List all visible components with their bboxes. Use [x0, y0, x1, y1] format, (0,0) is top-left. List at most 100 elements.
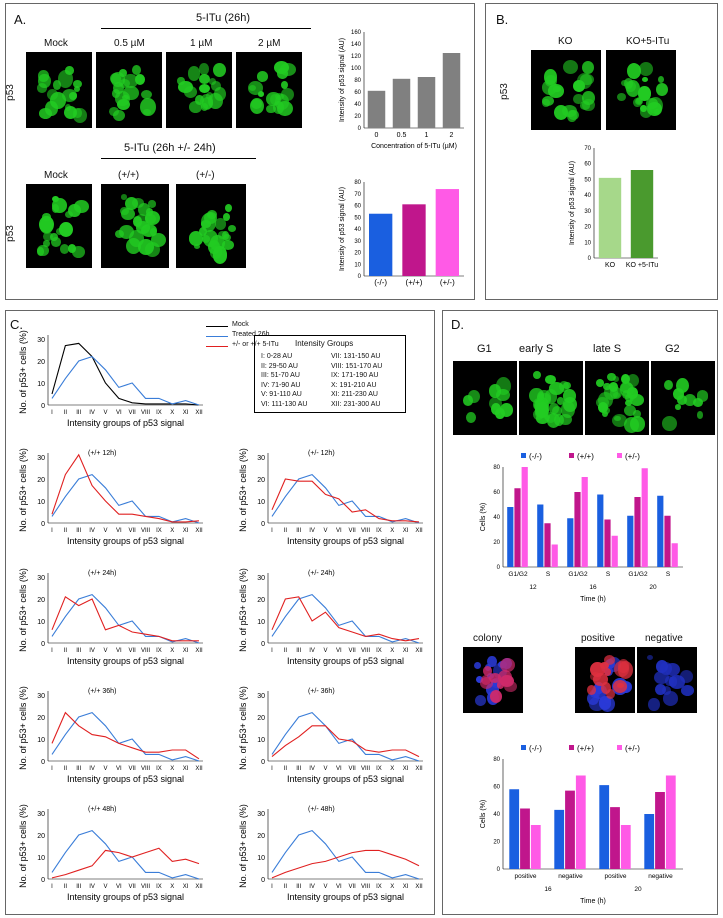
cell-nucleus: [657, 75, 664, 83]
x-tick-label: IX: [156, 766, 162, 772]
cell-nucleus: [557, 397, 565, 405]
y-tick-label: 30: [257, 575, 265, 582]
cell-nucleus: [681, 685, 695, 696]
chart-title: (+/+ 48h): [88, 806, 116, 813]
cell-nucleus: [184, 85, 198, 99]
bar: [611, 535, 618, 567]
x-tick-label: X: [390, 766, 394, 772]
x-tick-label: XII: [195, 648, 203, 654]
micrograph-late-s: [585, 361, 649, 435]
chart-d-top: (-/-) (+/+) (+/-) 0 20 40 60 80 G1/G2 S G1/G2 S G1/G…: [480, 452, 683, 603]
x-tick-label: VII: [129, 410, 137, 416]
micrograph-mock-bottom: [26, 184, 92, 268]
cell-nucleus: [582, 91, 595, 105]
y-axis-label: No. of p53+ cells (%): [238, 568, 248, 652]
x-tick-label: I: [51, 410, 53, 416]
chart-title: (+/+ 36h): [88, 688, 116, 695]
y-tick-label: 50: [354, 215, 361, 221]
cell-nucleus: [597, 402, 608, 414]
x-tick-label: XI: [403, 648, 409, 654]
micrograph-early-s: [519, 361, 583, 435]
cell-nucleus: [656, 660, 669, 673]
x-tick-label: VII: [349, 528, 357, 534]
cell-nucleus: [198, 62, 210, 75]
bar: [664, 515, 671, 567]
cell-nucleus: [188, 231, 203, 246]
cell-nucleus: [480, 677, 494, 690]
cell-nucleus: [548, 84, 564, 98]
legend-swatch: [617, 745, 622, 750]
cell-nucleus: [206, 212, 214, 219]
y-tick-label: 60: [493, 490, 500, 496]
cell-nucleus: [140, 90, 152, 100]
cell-nucleus: [177, 76, 185, 85]
x-tick-label: positive: [514, 873, 536, 880]
x-tick-label: XI: [183, 766, 189, 772]
bar: [574, 492, 581, 567]
cell-nucleus: [674, 404, 681, 411]
series-line: [271, 725, 420, 758]
cell-nucleus: [473, 661, 482, 670]
x-tick-label: VIII: [361, 648, 370, 654]
label-positive: positive: [581, 633, 615, 644]
cell-nucleus: [137, 202, 150, 216]
cell-nucleus: [589, 697, 605, 712]
x-tick-label: III: [296, 884, 301, 890]
x-tick-label: G1/G2: [568, 571, 588, 578]
cell-nucleus: [250, 99, 262, 110]
cell-nucleus: [489, 396, 503, 411]
legend-swatch: [569, 453, 574, 458]
x-tick-label: negative: [648, 873, 673, 880]
header-line-bottom: [101, 158, 256, 159]
bar: [657, 495, 664, 567]
y-tick-label: 20: [257, 833, 265, 840]
x-tick-label: III: [76, 410, 81, 416]
x-tick-label: VI: [336, 884, 342, 890]
series-line: [271, 596, 420, 642]
bar: [620, 825, 631, 869]
x-tick-label: VIII: [361, 884, 370, 890]
x-tick-label: XII: [195, 410, 203, 416]
cell-nucleus: [149, 227, 157, 237]
y-tick-label: 20: [257, 597, 265, 604]
y-tick-label: 20: [493, 540, 500, 546]
x-tick-label: XII: [415, 766, 423, 772]
label-g2: G2: [665, 343, 680, 355]
cell-nucleus: [621, 79, 628, 86]
bar: [402, 204, 426, 276]
y-tick-label: 30: [257, 455, 265, 462]
x-tick-label: IV: [309, 884, 315, 890]
y-tick-label: 160: [351, 30, 362, 36]
cell-nucleus: [495, 377, 511, 395]
panel-c: C. 0 10 20 30 I II III IV V VI VII VIII IX X XI XII Inte…: [5, 310, 435, 915]
micrograph-ko-5itu: [606, 50, 676, 130]
cell-nucleus: [653, 109, 661, 116]
y-tick-label: 10: [257, 499, 265, 506]
x-tick-label: XI: [403, 766, 409, 772]
cell-nucleus: [546, 412, 561, 428]
micrograph-ko: [531, 50, 601, 130]
x-tick-label: VIII: [141, 884, 150, 890]
cell-nucleus: [551, 405, 562, 416]
cell-nucleus: [553, 104, 569, 121]
series-line: [51, 453, 200, 523]
cell-nucleus: [212, 246, 228, 264]
legend-label: (+/+): [577, 744, 594, 753]
x-tick-label: XII: [415, 528, 423, 534]
x-tick-label: X: [170, 528, 174, 534]
x-tick-label: IV: [89, 766, 95, 772]
cell-nucleus: [116, 98, 131, 111]
cell-nucleus: [638, 86, 652, 101]
chart-d-bottom: (-/-) (+/+) (+/-) 0 20 40 60 80 positive negative…: [480, 744, 683, 905]
x-tick-label: XII: [195, 884, 203, 890]
cell-nucleus: [112, 109, 126, 122]
y-tick-label: 140: [351, 42, 362, 48]
x-tick-label: 0.5: [397, 132, 407, 139]
cell-nucleus: [201, 235, 211, 243]
y-tick-label: 40: [493, 515, 500, 521]
chart-title: (+/- 24h): [308, 570, 335, 577]
bar: [520, 808, 530, 869]
cell-nucleus: [500, 657, 516, 673]
